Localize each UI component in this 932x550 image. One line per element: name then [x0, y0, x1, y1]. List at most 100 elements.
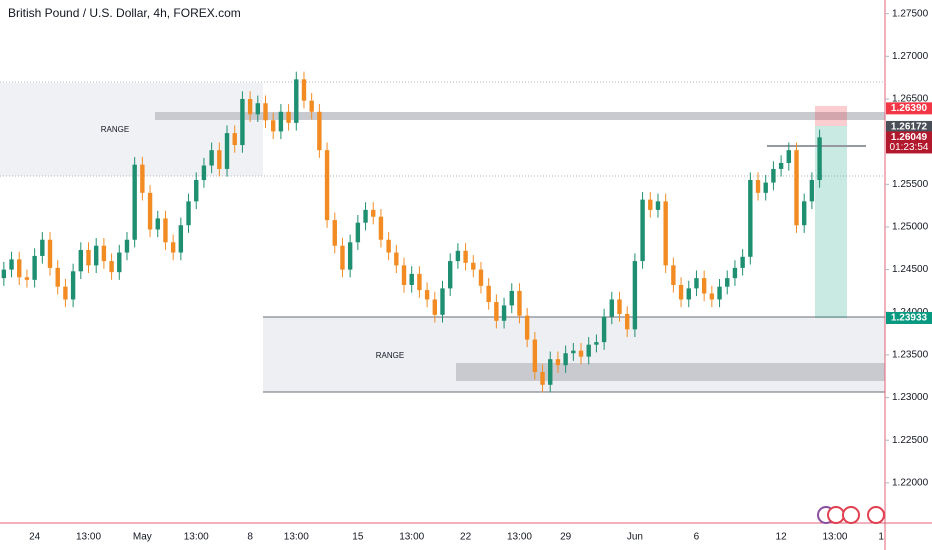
- candle-body: [70, 271, 76, 300]
- candle-body: [409, 273, 414, 285]
- candle-body: [755, 180, 761, 193]
- candle-body: [86, 249, 91, 266]
- candle-body: [32, 255, 37, 280]
- y-tick-label: 1.27500: [892, 8, 929, 19]
- price-label: 1.26390: [891, 103, 928, 114]
- candle-body: [486, 285, 491, 303]
- candle-body: [801, 201, 807, 226]
- candle-body: [286, 111, 291, 123]
- candle-body: [609, 299, 615, 317]
- candle-body: [394, 252, 399, 266]
- x-tick-label: 13:00: [399, 532, 424, 543]
- candle-body: [471, 262, 476, 270]
- zone: [155, 112, 885, 120]
- candle-body: [432, 299, 438, 315]
- candle-body: [378, 216, 384, 240]
- candles: [1, 71, 822, 393]
- candle-body: [763, 182, 768, 193]
- candle-body: [540, 371, 545, 385]
- time-axis: [0, 523, 885, 550]
- candle-body: [524, 315, 530, 340]
- candle-body: [725, 278, 730, 287]
- candle-body: [263, 103, 268, 121]
- y-tick-label: 1.25000: [892, 222, 929, 233]
- chart-title: British Pound / U.S. Dollar, 4h, FOREX.c…: [8, 6, 241, 20]
- y-tick-label: 1.24500: [892, 264, 929, 275]
- annotation: RANGE: [101, 125, 129, 134]
- x-tick-label: 13:00: [184, 532, 209, 543]
- x-tick-label: 13:00: [507, 532, 532, 543]
- candle-body: [363, 209, 368, 223]
- event-icon: [827, 506, 845, 524]
- candle-body: [232, 133, 237, 146]
- candle-body: [194, 180, 199, 202]
- zone: [456, 363, 885, 381]
- y-tick-label: 1.23000: [892, 392, 929, 403]
- candle-body: [786, 150, 792, 163]
- annotation: RANGE: [376, 351, 404, 360]
- y-tick-label: 1.25500: [892, 179, 929, 190]
- candle-body: [24, 277, 30, 280]
- candle-body: [355, 222, 361, 243]
- candle-body: [817, 137, 822, 181]
- candle-body: [709, 293, 715, 300]
- candle-body: [563, 353, 568, 366]
- x-tick-label: 29: [560, 532, 572, 543]
- x-tick-label: Jun: [627, 532, 643, 543]
- candle-body: [663, 201, 668, 266]
- x-tick-label: 6: [694, 532, 700, 543]
- x-tick-label: 22: [460, 532, 472, 543]
- candle-body: [209, 150, 214, 166]
- candle-body: [655, 201, 661, 210]
- x-tick-label: 13:00: [284, 532, 309, 543]
- x-tick-label: 13:00: [822, 532, 847, 543]
- drawings: [0, 81, 885, 393]
- x-tick-label: 15: [352, 532, 364, 543]
- candle-body: [586, 344, 591, 357]
- candle-body: [55, 267, 60, 287]
- candle-body: [140, 164, 145, 193]
- candle-body: [247, 98, 253, 115]
- candle-body: [47, 239, 53, 268]
- y-tick-label: 1.26500: [892, 94, 929, 105]
- candle-body: [386, 239, 391, 253]
- candle-body: [147, 192, 153, 230]
- price-label: 1.26049: [891, 132, 928, 143]
- candle-body: [309, 100, 314, 112]
- candle-body: [732, 267, 738, 279]
- y-tick-label: 1.22000: [892, 478, 929, 489]
- candle-body: [93, 245, 99, 266]
- x-tick-label: 12: [776, 532, 788, 543]
- candle-body: [748, 180, 753, 257]
- candle-body: [124, 239, 130, 253]
- candle-body: [347, 242, 353, 270]
- candle-body: [163, 218, 168, 243]
- candle-body: [571, 350, 576, 354]
- candle-body: [463, 250, 468, 263]
- price-label-box: [886, 102, 932, 115]
- candle-body: [794, 150, 799, 226]
- icons: [817, 506, 885, 524]
- candle-body: [548, 359, 553, 385]
- candle-body: [109, 261, 114, 273]
- candle-body: [809, 180, 815, 202]
- stop-zone: [815, 106, 847, 126]
- candle-body: [17, 259, 22, 278]
- candle-body: [494, 302, 499, 321]
- candle-body: [217, 150, 222, 169]
- candle-body: [340, 245, 345, 270]
- candle-body: [509, 290, 514, 306]
- candle-body: [578, 350, 584, 357]
- candle-body: [155, 218, 160, 230]
- price-label-box: [886, 131, 932, 154]
- x-tick-label: 1: [878, 532, 884, 543]
- candle-body: [624, 313, 630, 330]
- candle-body: [1, 269, 7, 279]
- candle-body: [270, 120, 276, 132]
- candle-body: [371, 209, 376, 217]
- price-label: 1.23933: [891, 313, 928, 324]
- event-icon: [842, 506, 860, 524]
- candle-body: [617, 299, 622, 314]
- candle-body: [517, 290, 522, 316]
